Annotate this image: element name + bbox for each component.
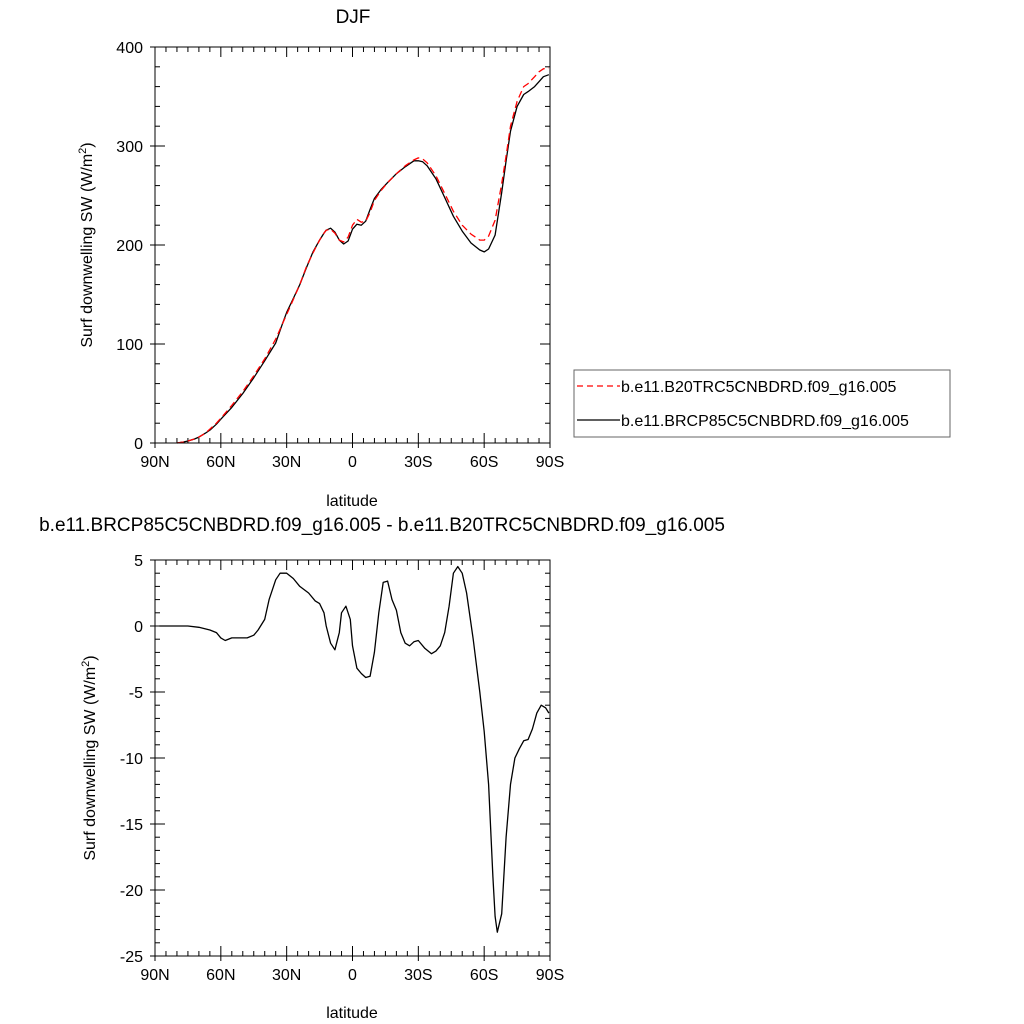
panel-top-ticks bbox=[150, 46, 551, 448]
panel-top-series bbox=[176, 67, 550, 444]
series-line-dashed-1 bbox=[176, 67, 550, 444]
x-tick-label: 90S bbox=[536, 454, 564, 471]
panel-bottom-y-axis-label: Surf downwelling SW (W/m2) bbox=[80, 655, 99, 860]
y-tick-label: -15 bbox=[120, 817, 143, 834]
y-tick-label: 0 bbox=[134, 619, 143, 636]
x-tick-label: 60S bbox=[470, 454, 498, 471]
x-tick-label: 60S bbox=[470, 967, 498, 984]
panel-top-y-axis-label-sup: 2 bbox=[77, 148, 89, 154]
series-line-0 bbox=[176, 74, 550, 444]
legend-box bbox=[573, 369, 951, 438]
panel-bottom-x-tick-labels: 90N 60N 30N 0 30S 60S 90S bbox=[140, 967, 564, 984]
series-line-0 bbox=[159, 565, 550, 933]
x-tick-label: 30N bbox=[272, 967, 301, 984]
panel-top-plot-frame bbox=[154, 46, 551, 444]
panel-bottom-series bbox=[159, 565, 550, 933]
panel-top-x-axis-label: latitude bbox=[326, 493, 378, 510]
panel-top-x-tick-labels: 90N 60N 30N 0 30S 60S 90S bbox=[140, 454, 564, 471]
x-tick-label: 30S bbox=[404, 454, 432, 471]
x-tick-label: 90S bbox=[536, 967, 564, 984]
y-tick-label: -20 bbox=[120, 883, 143, 900]
x-tick-label: 60N bbox=[206, 454, 235, 471]
panel-bottom-y-axis-label-close: ) bbox=[82, 655, 99, 660]
x-tick-label: 90N bbox=[140, 454, 169, 471]
y-tick-label: 400 bbox=[116, 40, 143, 57]
y-tick-label: 5 bbox=[134, 553, 143, 570]
y-tick-label: 300 bbox=[116, 139, 143, 156]
panel-bottom-title: b.e11.BRCP85C5CNBDRD.f09_g16.005 - b.e11… bbox=[39, 515, 725, 536]
panel-bottom-ticks bbox=[150, 559, 551, 961]
y-tick-label: -10 bbox=[120, 751, 143, 768]
panel-bottom: b.e11.BRCP85C5CNBDRD.f09_g16.005 - b.e11… bbox=[39, 515, 725, 1022]
x-tick-label: 30N bbox=[272, 454, 301, 471]
x-tick-label: 0 bbox=[348, 967, 357, 984]
panel-top-title: DJF bbox=[336, 7, 371, 28]
panel-top-y-axis-label: Surf downwelling SW (W/m2) bbox=[77, 142, 96, 347]
panel-bottom-y-axis-label-main: Surf downwelling SW (W/m bbox=[82, 667, 99, 861]
y-tick-label: 0 bbox=[134, 436, 143, 453]
x-tick-label: 0 bbox=[348, 454, 357, 471]
legend: b.e11.B20TRC5CNBDRD.f09_g16.005 b.e11.BR… bbox=[573, 369, 951, 438]
y-tick-label: 200 bbox=[116, 238, 143, 255]
panel-bottom-y-axis-label-sup: 2 bbox=[80, 661, 92, 667]
panel-bottom-x-axis-label: latitude bbox=[326, 1005, 378, 1022]
x-tick-label: 60N bbox=[206, 967, 235, 984]
y-tick-label: -5 bbox=[129, 685, 143, 702]
panel-bottom-plot-frame bbox=[154, 559, 551, 957]
y-tick-label: -25 bbox=[120, 949, 143, 966]
legend-label-historical: b.e11.B20TRC5CNBDRD.f09_g16.005 bbox=[621, 379, 897, 396]
panel-top-y-axis-label-main: Surf downwelling SW (W/m bbox=[79, 154, 96, 348]
panel-top-y-tick-labels: 0 100 200 300 400 bbox=[116, 40, 143, 453]
y-tick-label: 100 bbox=[116, 337, 143, 354]
panel-top-y-axis-label-close: ) bbox=[79, 142, 96, 147]
legend-label-rcp85: b.e11.BRCP85C5CNBDRD.f09_g16.005 bbox=[621, 413, 909, 430]
x-tick-label: 30S bbox=[404, 967, 432, 984]
x-tick-label: 90N bbox=[140, 967, 169, 984]
panel-top: DJF 90N 60N 30N 0 30S 60S 90S 0 100 200 300 400 la… bbox=[77, 7, 951, 510]
panel-bottom-y-tick-labels: -25 -20 -15 -10 -5 0 5 bbox=[120, 553, 143, 966]
